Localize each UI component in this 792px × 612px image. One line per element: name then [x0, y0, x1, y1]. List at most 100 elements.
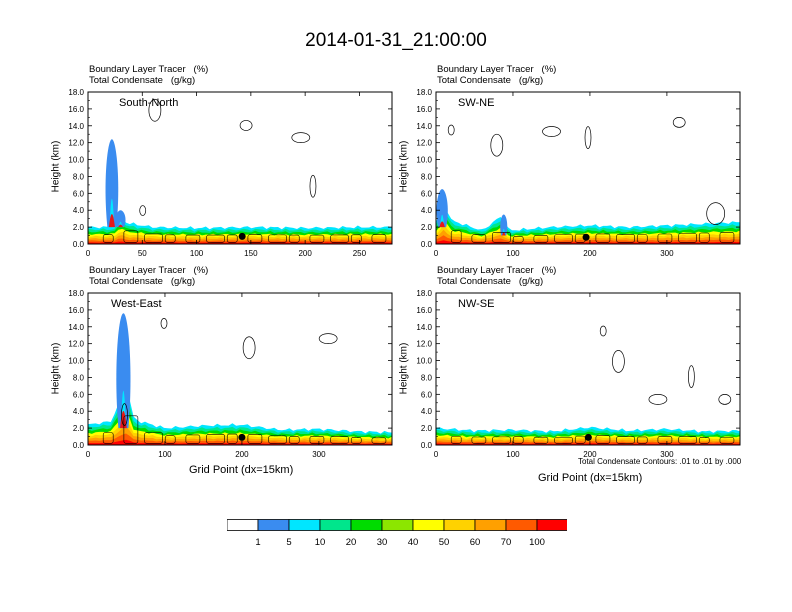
x-tick-label: 300	[660, 249, 674, 258]
colorbar-swatch	[505, 519, 538, 531]
plume-base	[439, 221, 445, 228]
condensate-contour	[648, 394, 668, 405]
condensate-contour	[574, 435, 586, 444]
colorbar-label: 1	[255, 537, 261, 548]
tracer-band	[88, 403, 392, 445]
condensate-contour	[123, 230, 139, 243]
condensate-contour	[164, 234, 176, 243]
condensate-contour	[471, 436, 487, 444]
condensate-contour	[616, 436, 635, 444]
y-tick-label: 14.0	[416, 323, 432, 332]
x-tick-label: 100	[506, 249, 520, 258]
condensate-contour	[612, 350, 625, 373]
condensate-contour	[657, 436, 673, 444]
tracer-band	[88, 433, 392, 445]
condensate-contour	[268, 234, 287, 243]
condensate-contour	[121, 403, 128, 426]
y-tick-label: 4.0	[421, 206, 433, 215]
x-tick-label: 50	[138, 249, 147, 258]
condensate-contour	[226, 234, 238, 243]
colorbar-label: 5	[286, 537, 292, 548]
condensate-contour	[595, 435, 611, 444]
y-tick-label: 2.0	[73, 424, 85, 433]
y-tick-label: 12.0	[68, 340, 84, 349]
condensate-contour	[288, 234, 300, 243]
colorbar-label: 50	[438, 537, 450, 548]
condensate-contour	[350, 234, 362, 243]
condensate-contour	[554, 234, 573, 243]
region-label: South-North	[119, 97, 179, 109]
plot-field	[88, 313, 392, 445]
condensate-contour	[102, 432, 114, 444]
tracer-band	[88, 426, 392, 445]
y-tick-label: 4.0	[421, 407, 433, 416]
field-label-2: Total Condensate (g/kg)	[89, 276, 196, 287]
condensate-contour	[206, 433, 225, 444]
plot-field	[436, 117, 740, 244]
condensate-contour	[148, 98, 162, 122]
x-tick-label: 200	[235, 450, 249, 459]
plot-area: 0.0 2.0 4.0 6.0 8.0 10.0 12.0 14.0 16.0 18.0 0 100 2…	[68, 289, 393, 459]
condensate-contour	[450, 230, 462, 243]
field-label-2: Total Condensate (g/kg)	[89, 75, 196, 86]
y-tick-label: 16.0	[416, 306, 432, 315]
plot-area: 0.0 2.0 4.0 6.0 8.0 10.0 12.0 14.0 16.0 18.0 0 100 2…	[416, 289, 741, 459]
condensate-contour	[309, 435, 325, 444]
tracer-band	[88, 418, 392, 445]
y-axis-label: Height (km)	[398, 342, 410, 395]
condensate-contour	[554, 437, 573, 444]
y-tick-label: 10.0	[68, 156, 84, 165]
y-tick-label: 8.0	[421, 373, 433, 382]
y-tick-label: 2.0	[421, 223, 433, 232]
y-tick-label: 16.0	[68, 306, 84, 315]
plot-field	[88, 98, 392, 244]
plot-area: 0.0 2.0 4.0 6.0 8.0 10.0 12.0 14.0 16.0 18.0 0 100 2…	[416, 88, 741, 258]
condensate-contour	[672, 117, 686, 128]
condensate-contour	[185, 434, 201, 444]
colorbar-swatch	[257, 519, 290, 531]
plume	[116, 313, 131, 429]
y-tick-label: 16.0	[68, 105, 84, 114]
y-tick-label: 4.0	[73, 206, 85, 215]
condensate-contour	[706, 202, 726, 225]
field-label-2: Total Condensate (g/kg)	[437, 75, 544, 86]
condensate-contour	[595, 233, 611, 243]
y-tick-label: 12.0	[416, 340, 432, 349]
condensate-contour	[447, 124, 455, 136]
y-tick-label: 6.0	[421, 189, 433, 198]
condensate-contour	[206, 234, 225, 243]
colorbar-swatch	[412, 519, 445, 531]
x-tick-label: 100	[158, 450, 172, 459]
condensate-contour	[678, 436, 697, 444]
condensate-contour	[718, 394, 732, 405]
plume	[436, 189, 448, 228]
y-axis-label: Height (km)	[398, 140, 410, 193]
condensate-contour	[185, 234, 201, 243]
condensate-contour	[309, 174, 317, 198]
colorbar-swatch	[350, 519, 383, 531]
location-marker	[584, 433, 592, 441]
chart-svg: 0.0 2.0 4.0 6.0 8.0 10.0 12.0 14.0 16.0 18.0 0 100 2…	[68, 289, 393, 459]
field-label-1: Boundary Layer Tracer (%)	[89, 265, 209, 276]
condensate-contour	[542, 126, 561, 137]
condensate-contour	[288, 436, 300, 444]
y-tick-label: 14.0	[416, 122, 432, 131]
y-tick-label: 6.0	[421, 390, 433, 399]
x-tick-label: 100	[190, 249, 204, 258]
x-tick-label: 150	[244, 249, 258, 258]
condensate-contour	[371, 234, 387, 243]
y-tick-label: 18.0	[416, 289, 432, 298]
colorbar-swatch	[288, 519, 321, 531]
condensate-contour	[533, 235, 549, 243]
condensate-contour	[330, 436, 349, 444]
plot-field	[436, 325, 740, 445]
condensate-contour	[123, 415, 139, 444]
location-marker	[238, 232, 246, 240]
y-tick-label: 16.0	[416, 105, 432, 114]
x-tick-label: 200	[583, 450, 597, 459]
tracer-band	[88, 439, 392, 445]
location-marker	[582, 233, 590, 241]
colorbar-label: 30	[376, 537, 388, 548]
contour-note: Total Condensate Contours: .01 to .01 by…	[578, 457, 742, 466]
location-marker	[238, 433, 246, 441]
